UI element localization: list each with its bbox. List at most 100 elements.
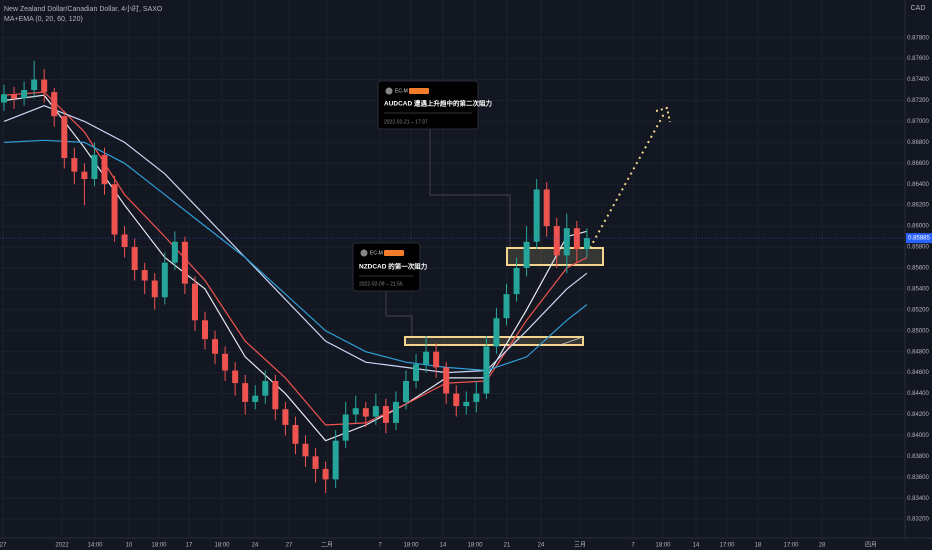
candle-body <box>31 79 38 91</box>
candle-body <box>141 270 148 281</box>
candle-body <box>161 262 168 298</box>
candle-body <box>473 393 480 402</box>
candle-body <box>302 443 309 457</box>
y-tick-label: 0.84400 <box>907 391 929 397</box>
candle-body <box>191 283 198 321</box>
x-tick-label: 24 <box>538 543 545 549</box>
candle-body <box>121 234 128 248</box>
x-tick-label: 18:00 <box>467 543 483 549</box>
badge <box>384 250 404 256</box>
trend-line <box>559 336 584 346</box>
x-tick-label: 18:00 <box>403 543 419 549</box>
candle-body <box>222 353 229 371</box>
candle-body <box>443 367 450 394</box>
candle-body <box>463 401 470 407</box>
candle-body <box>553 226 560 256</box>
candle-body <box>413 364 420 381</box>
y-tick-label: 0.86200 <box>907 203 929 209</box>
candle-body <box>212 339 219 354</box>
x-tick-label: 7 <box>378 543 382 549</box>
callout[interactable]: EC-M AUDCAD 遭遇上升趋中的第二次阻力 2022-02-21 – 17… <box>377 80 492 130</box>
connector <box>385 291 413 337</box>
y-tick-label: 0.85800 <box>907 245 929 251</box>
currency: CAD <box>911 5 926 12</box>
y-tick-label: 0.84800 <box>907 349 929 355</box>
x-tick-label: 三月 <box>574 542 586 549</box>
y-tick-label: 0.84600 <box>907 370 929 376</box>
candle-body <box>282 409 289 425</box>
candle-body <box>523 241 530 268</box>
x-tick-label: 28 <box>819 543 826 549</box>
author: EC-M <box>370 250 383 256</box>
candle-body <box>322 468 329 480</box>
ma-line <box>3 105 588 374</box>
y-tick-label: 0.84000 <box>907 433 929 439</box>
x-tick-label: 7 <box>631 543 635 549</box>
candle-body <box>483 346 490 394</box>
candle-body <box>392 401 399 423</box>
y-tick-label: 0.87800 <box>907 35 929 41</box>
candle-body <box>543 189 550 227</box>
last-price-tag <box>906 233 932 244</box>
candle-body <box>21 90 28 99</box>
avatar <box>385 87 393 95</box>
x-tick-label: 27 <box>0 543 7 549</box>
y-tick-label: 0.87600 <box>907 56 929 62</box>
candle-body <box>252 395 259 402</box>
x-tick-label: 14:00 <box>87 543 103 549</box>
candle-body <box>51 92 58 117</box>
callout-date: 2022-02-21 – 17:37 <box>384 119 428 125</box>
y-tick-label: 0.86600 <box>907 161 929 167</box>
x-tick-label: 18:00 <box>214 543 230 549</box>
candle-body <box>493 318 500 347</box>
y-tick-label: 0.86000 <box>907 224 929 230</box>
candle-body <box>433 351 440 368</box>
candle-body <box>71 158 78 172</box>
x-tick-label: 17:00 <box>783 543 799 549</box>
candle-body <box>171 241 178 263</box>
y-tick-label: 0.83600 <box>907 475 929 481</box>
y-tick-label: 0.85600 <box>907 266 929 272</box>
candle-body <box>81 171 88 179</box>
x-tick-label: 24 <box>252 543 259 549</box>
connector <box>429 129 511 248</box>
y-tick-label: 0.85400 <box>907 286 929 292</box>
candle-body <box>202 320 208 340</box>
callout-title: AUDCAD 遭遇上升趋中的第二次阻力 <box>384 99 492 108</box>
y-tick-label: 0.86400 <box>907 182 929 188</box>
y-tick-label: 0.85000 <box>907 328 929 334</box>
x-tick-label: 17:00 <box>719 543 735 549</box>
last-price-label: 0.85885 <box>908 236 930 242</box>
x-tick-label: 四月 <box>865 542 877 549</box>
candle-body <box>151 280 158 298</box>
callout-box <box>377 80 479 130</box>
callout-title: NZDCAD 的第一次阻力 <box>359 262 428 271</box>
y-tick-label: 0.83800 <box>907 454 929 460</box>
candle-body <box>292 424 299 444</box>
y-tick-label: 0.87000 <box>907 119 929 125</box>
candle-body <box>533 189 540 242</box>
callout[interactable]: EC-M NZDCAD 的第一次阻力 2022-02-09 – 21:55 <box>352 242 428 292</box>
candle-body <box>332 440 339 480</box>
candle-body <box>131 247 138 271</box>
candle-body <box>181 241 188 284</box>
candle-body <box>352 408 359 415</box>
x-tick-label: 18:00 <box>151 543 167 549</box>
candle-body <box>232 370 239 384</box>
y-tick-label: 0.86800 <box>907 140 929 146</box>
x-tick-label: 18:00 <box>655 543 671 549</box>
x-tick-label: 10 <box>126 543 133 549</box>
candle-body <box>1 94 7 103</box>
candle-body <box>453 393 460 407</box>
x-tick-label: 二月 <box>321 542 333 549</box>
x-tick-label: 21 <box>504 543 511 549</box>
candle-body <box>403 380 409 402</box>
y-tick-label: 0.87400 <box>907 77 929 83</box>
y-tick-label: 0.87200 <box>907 98 929 104</box>
callout-date: 2022-02-09 – 21:55 <box>359 281 403 287</box>
candle-body <box>272 380 279 410</box>
candle-body <box>382 406 389 423</box>
symbol-title: New Zealand Dollar/Canadian Dollar, 4小时,… <box>4 4 163 13</box>
candle-body <box>242 383 249 402</box>
